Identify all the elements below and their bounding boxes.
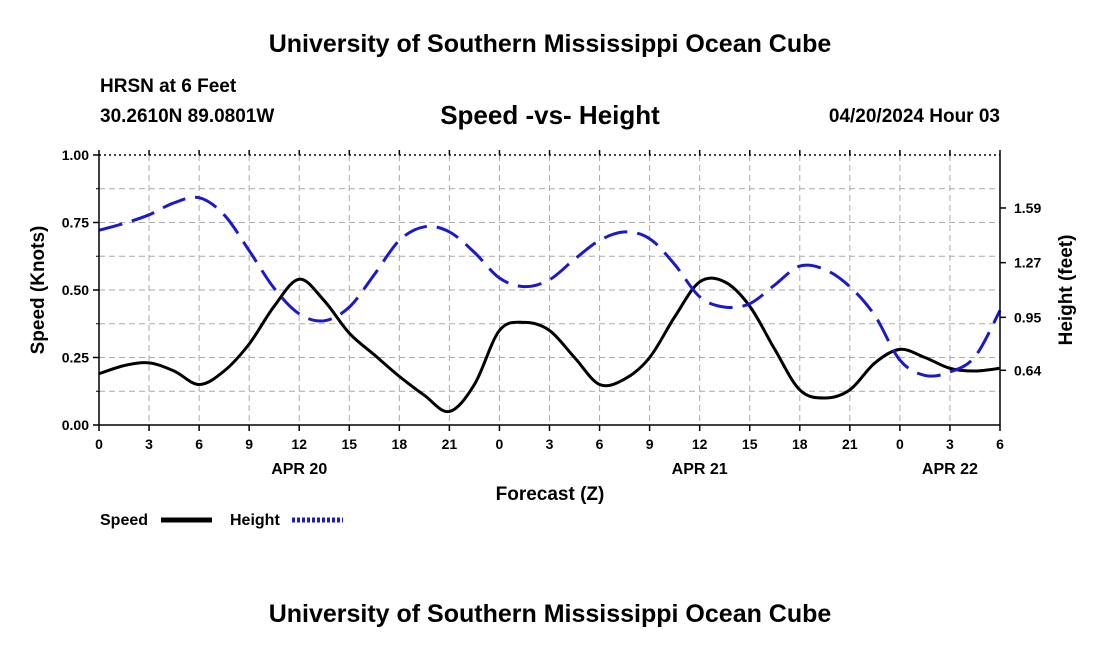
x-tick-label: 15 xyxy=(742,436,758,452)
x-tick-label: 3 xyxy=(946,436,954,452)
x-tick-label: 3 xyxy=(546,436,554,452)
speed-series-line xyxy=(98,276,1001,414)
x-tick-label: 12 xyxy=(692,436,708,452)
date-label: APR 20 xyxy=(271,461,327,478)
x-tick-label: 3 xyxy=(145,436,153,452)
station-coordinates: 30.2610N 89.0801W xyxy=(100,106,275,127)
page-title: University of Southern Mississippi Ocean… xyxy=(268,30,832,58)
x-tick-label: 15 xyxy=(341,436,357,452)
x-tick-label: 21 xyxy=(842,436,858,452)
axes xyxy=(93,150,1006,431)
x-tick-label: 9 xyxy=(646,436,654,452)
y2-tick-label: 1.59 xyxy=(1014,200,1041,216)
x-tick-label: 12 xyxy=(291,436,307,452)
x-tick-label: 6 xyxy=(195,436,203,452)
y2-tick-label: 1.27 xyxy=(1014,255,1041,271)
x-tick-label: 18 xyxy=(392,436,408,452)
chart-subtitle: Speed -vs- Height xyxy=(440,100,660,130)
x-tick-label: 6 xyxy=(596,436,604,452)
x-tick-label: 6 xyxy=(996,436,1004,452)
legend-label-speed: Speed xyxy=(100,512,148,529)
axis-labels: 0.00 0.25 0.50 0.75 1.00 0.64 0.95 1.27 1.59 0 3 6 9… xyxy=(28,147,1077,505)
x-tick-label: 0 xyxy=(95,436,103,452)
chart-datetime: 04/20/2024 Hour 03 xyxy=(828,106,1000,127)
footer-title: University of Southern Mississippi Ocean… xyxy=(268,600,832,628)
legend: Speed Height xyxy=(100,512,343,529)
x-tick-label: 0 xyxy=(496,436,504,452)
station-label: HRSN at 6 Feet xyxy=(100,76,237,97)
y2-tick-label: 0.64 xyxy=(1014,362,1041,378)
series-layer xyxy=(98,195,1002,414)
y-tick-label: 1.00 xyxy=(62,147,89,163)
y2-axis-title: Height (feet) xyxy=(1056,235,1077,346)
date-label: APR 22 xyxy=(922,461,978,478)
grid xyxy=(98,155,1001,425)
x-tick-label: 21 xyxy=(442,436,458,452)
height-series-line xyxy=(98,195,1002,378)
y-tick-label: 0.00 xyxy=(62,417,89,433)
x-tick-label: 9 xyxy=(245,436,253,452)
x-tick-label: 18 xyxy=(792,436,808,452)
x-tick-label: 0 xyxy=(896,436,904,452)
date-label: APR 21 xyxy=(672,461,728,478)
x-axis-title: Forecast (Z) xyxy=(496,484,605,505)
y-tick-label: 0.25 xyxy=(62,350,89,366)
legend-label-height: Height xyxy=(230,512,280,529)
y-tick-label: 0.75 xyxy=(62,215,89,231)
y-axis-title: Speed (Knots) xyxy=(28,226,49,355)
y2-tick-label: 0.95 xyxy=(1014,309,1041,325)
y-tick-label: 0.50 xyxy=(62,282,89,298)
